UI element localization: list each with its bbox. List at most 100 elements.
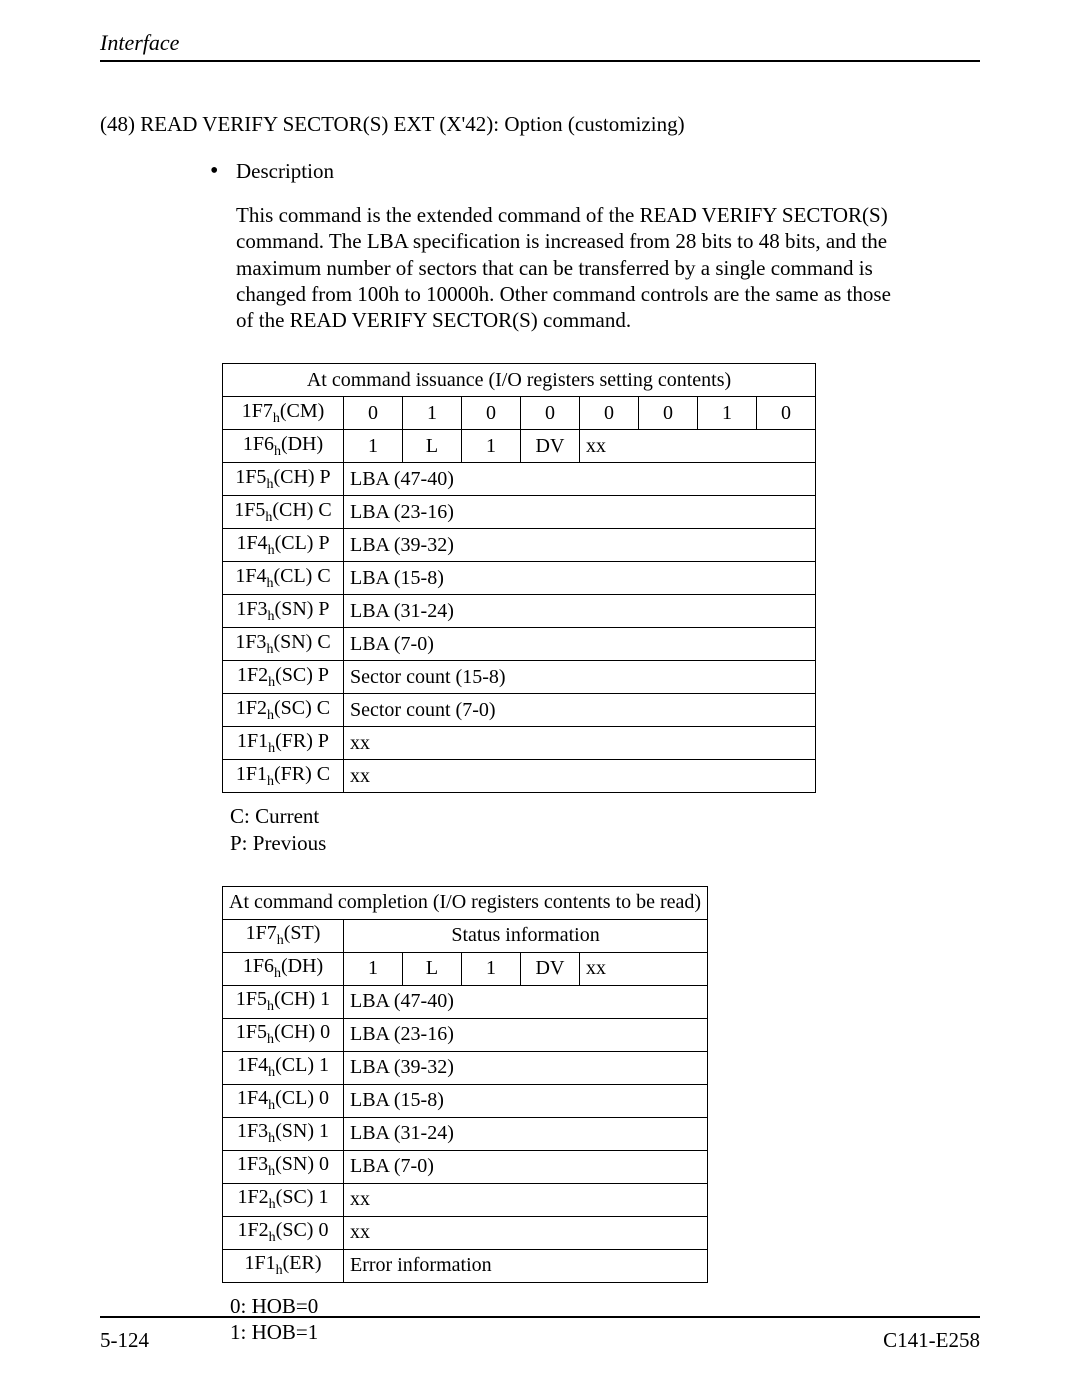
issuance-table-title: At command issuance (I/O registers setti… <box>223 364 816 397</box>
running-header: Interface <box>100 30 980 60</box>
value-cell: xx <box>344 1183 708 1216</box>
table-row: 1F4h(CL) PLBA (39-32) <box>223 529 816 562</box>
table-row: 1F3h(SN) CLBA (7-0) <box>223 628 816 661</box>
reg-label: 1F4h(CL) C <box>223 562 344 595</box>
value-cell: LBA (47-40) <box>344 985 708 1018</box>
table-row: 1F2h(SC) 0xx <box>223 1216 708 1249</box>
bullet-label: Description <box>236 159 334 184</box>
bit-cell: 0 <box>344 397 403 430</box>
reg-label: 1F1h(FR) C <box>223 760 344 793</box>
bit-cell: 1 <box>462 952 521 985</box>
value-cell: LBA (15-8) <box>344 562 816 595</box>
reg-label: 1F1h(FR) P <box>223 727 344 760</box>
reg-label: 1F3h(SN) 1 <box>223 1117 344 1150</box>
bit-cell: 0 <box>580 397 639 430</box>
value-cell: Status information <box>344 919 708 952</box>
header-rule <box>100 60 980 62</box>
bit-cell: 1 <box>344 952 403 985</box>
value-cell: LBA (31-24) <box>344 1117 708 1150</box>
bit-cell: 0 <box>521 397 580 430</box>
table-row: 1F7h(ST) Status information <box>223 919 708 952</box>
reg-label: 1F2h(SC) P <box>223 661 344 694</box>
issuance-table: At command issuance (I/O registers setti… <box>222 363 816 793</box>
value-cell: LBA (23-16) <box>344 1018 708 1051</box>
reg-label: 1F7h(CM) <box>223 397 344 430</box>
reg-label: 1F5h(CH) 0 <box>223 1018 344 1051</box>
issuance-table-wrap: At command issuance (I/O registers setti… <box>222 363 980 793</box>
bit-cell: 1 <box>403 397 462 430</box>
bit-cell: DV <box>521 430 580 463</box>
table-row: 1F5h(CH) 1LBA (47-40) <box>223 985 708 1018</box>
reg-label: 1F6h(DH) <box>223 430 344 463</box>
reg-label: 1F3h(SN) C <box>223 628 344 661</box>
reg-label: 1F1h(ER) <box>223 1249 344 1282</box>
table-row: 1F7h(CM) 0 1 0 0 0 0 1 0 <box>223 397 816 430</box>
value-cell: LBA (15-8) <box>344 1084 708 1117</box>
table-row: 1F1h(FR) Pxx <box>223 727 816 760</box>
bit-cell: L <box>403 952 462 985</box>
reg-label: 1F3h(SN) 0 <box>223 1150 344 1183</box>
bit-cell: 0 <box>462 397 521 430</box>
reg-label: 1F5h(CH) P <box>223 463 344 496</box>
reg-label: 1F4h(CL) 1 <box>223 1051 344 1084</box>
table-row: 1F1h(ER)Error information <box>223 1249 708 1282</box>
completion-table-title: At command completion (I/O registers con… <box>223 886 708 919</box>
doc-number: C141-E258 <box>883 1328 980 1353</box>
table-row: 1F6h(DH) 1 L 1 DV xx <box>223 952 708 985</box>
bit-cell: 1 <box>344 430 403 463</box>
value-cell: LBA (39-32) <box>344 1051 708 1084</box>
legend-line: P: Previous <box>230 830 980 856</box>
bit-cell: 0 <box>757 397 816 430</box>
page: Interface (48) READ VERIFY SECTOR(S) EXT… <box>0 0 1080 1397</box>
reg-label: 1F2h(SC) 1 <box>223 1183 344 1216</box>
bit-cell: 1 <box>462 430 521 463</box>
bit-cell: 0 <box>639 397 698 430</box>
section-heading: (48) READ VERIFY SECTOR(S) EXT (X'42): O… <box>100 112 980 137</box>
bullet-icon: • <box>210 159 236 183</box>
value-cell: LBA (23-16) <box>344 496 816 529</box>
reg-label: 1F4h(CL) P <box>223 529 344 562</box>
value-cell: xx <box>344 1216 708 1249</box>
table-row: 1F3h(SN) 1LBA (31-24) <box>223 1117 708 1150</box>
bullet-description: • Description <box>210 159 980 184</box>
value-cell: Sector count (7-0) <box>344 694 816 727</box>
table-row: 1F4h(CL) 0LBA (15-8) <box>223 1084 708 1117</box>
value-cell: LBA (31-24) <box>344 595 816 628</box>
reg-label: 1F7h(ST) <box>223 919 344 952</box>
value-cell: LBA (39-32) <box>344 529 816 562</box>
table-row: 1F5h(CH) PLBA (47-40) <box>223 463 816 496</box>
reg-label: 1F5h(CH) 1 <box>223 985 344 1018</box>
table-row: 1F4h(CL) CLBA (15-8) <box>223 562 816 595</box>
completion-table-wrap: At command completion (I/O registers con… <box>222 886 980 1283</box>
table-row: 1F5h(CH) 0LBA (23-16) <box>223 1018 708 1051</box>
legend-1: C: Current P: Previous <box>230 803 980 856</box>
bit-cell: xx <box>580 952 708 985</box>
reg-label: 1F6h(DH) <box>223 952 344 985</box>
reg-label: 1F4h(CL) 0 <box>223 1084 344 1117</box>
value-cell: Error information <box>344 1249 708 1282</box>
legend-line: C: Current <box>230 803 980 829</box>
table-row: 1F2h(SC) PSector count (15-8) <box>223 661 816 694</box>
bit-cell: 1 <box>698 397 757 430</box>
reg-label: 1F5h(CH) C <box>223 496 344 529</box>
table-row: 1F2h(SC) 1xx <box>223 1183 708 1216</box>
value-cell: xx <box>344 727 816 760</box>
table-row: 1F5h(CH) CLBA (23-16) <box>223 496 816 529</box>
reg-label: 1F3h(SN) P <box>223 595 344 628</box>
reg-label: 1F2h(SC) 0 <box>223 1216 344 1249</box>
bit-cell: xx <box>580 430 816 463</box>
completion-table: At command completion (I/O registers con… <box>222 886 708 1283</box>
value-cell: LBA (7-0) <box>344 1150 708 1183</box>
bit-cell: DV <box>521 952 580 985</box>
footer-rule <box>100 1316 980 1318</box>
table-row: 1F4h(CL) 1LBA (39-32) <box>223 1051 708 1084</box>
page-footer: 5-124 C141-E258 <box>100 1308 980 1353</box>
value-cell: LBA (7-0) <box>344 628 816 661</box>
value-cell: LBA (47-40) <box>344 463 816 496</box>
table-row: 1F3h(SN) 0LBA (7-0) <box>223 1150 708 1183</box>
reg-label: 1F2h(SC) C <box>223 694 344 727</box>
value-cell: Sector count (15-8) <box>344 661 816 694</box>
page-number: 5-124 <box>100 1328 149 1353</box>
table-row: 1F2h(SC) CSector count (7-0) <box>223 694 816 727</box>
table-row: 1F6h(DH) 1 L 1 DV xx <box>223 430 816 463</box>
